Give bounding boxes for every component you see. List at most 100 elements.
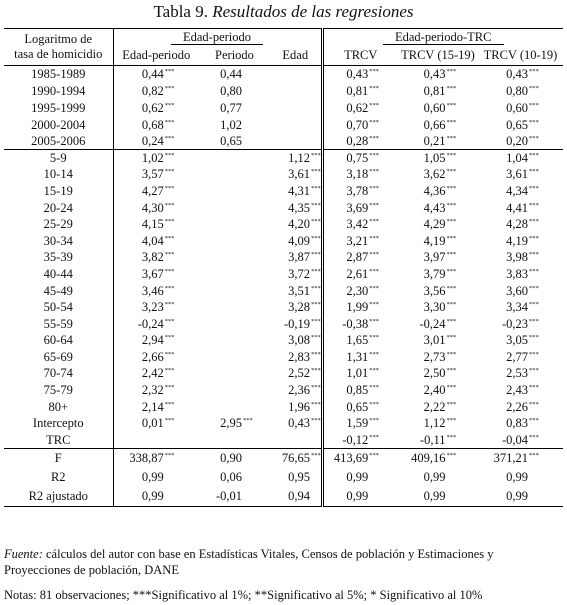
cell-value: 3,18 — [346, 167, 369, 182]
table-cell: 3,83*** — [478, 266, 563, 283]
significance-stars: *** — [529, 433, 539, 441]
table-cell — [199, 200, 270, 217]
table-cell: 4,19*** — [478, 233, 563, 250]
table-cell — [199, 183, 270, 200]
significance-stars: *** — [164, 400, 175, 408]
table-cell: 3,18*** — [320, 166, 398, 184]
significance-stars: *** — [164, 118, 175, 126]
significance-stars: *** — [446, 367, 457, 375]
table-cell: 0,82*** — [112, 83, 199, 101]
cell-value: 2,94 — [141, 333, 164, 348]
table-cell: 0,43*** — [478, 66, 563, 84]
table-cell: 0,21*** — [398, 133, 478, 150]
column-header: TRCV (10-19) — [478, 45, 563, 67]
cell-value: 4,41 — [506, 200, 528, 215]
cell-value: 0,82 — [141, 84, 164, 99]
cell-value: 413,69 — [333, 450, 369, 465]
significance-stars: *** — [446, 317, 457, 325]
table-cell: 3,62*** — [398, 167, 478, 184]
table-row: TRC -0,12*** -0,11*** -0,04*** — [4, 432, 563, 449]
table-cell: 1,02 — [199, 117, 270, 134]
table-cell: 3,34*** — [478, 299, 563, 316]
cell-value: 3,51 — [288, 283, 310, 298]
significance-stars: *** — [529, 301, 539, 309]
significance-stars: *** — [529, 334, 539, 342]
significance-stars: *** — [164, 85, 175, 93]
cell-value: 0,95 — [288, 469, 310, 484]
table-cell: 0,43*** — [270, 415, 322, 432]
cell-value: 0,99 — [423, 469, 446, 484]
table-cell: 0,80 — [199, 84, 270, 101]
significance-stars: *** — [369, 134, 379, 142]
cell-value: 0,65 — [346, 399, 369, 414]
significance-stars: *** — [311, 234, 321, 242]
table-cell: 2,61*** — [320, 266, 398, 283]
cell-value: 409,16 — [411, 450, 446, 465]
table-cell: 4,09*** — [270, 233, 322, 250]
table-cell: 0,44*** — [112, 65, 199, 84]
significance-stars: *** — [369, 267, 379, 275]
table-cell: 0,06 — [199, 468, 270, 488]
cell-value: 0,85 — [346, 383, 369, 398]
significance-stars: *** — [369, 68, 379, 76]
table-cell — [199, 382, 270, 399]
cell-value: -0,04 — [501, 432, 528, 447]
significance-stars: *** — [446, 334, 457, 342]
significance-stars: *** — [311, 334, 321, 342]
row-label: 1995-1999 — [31, 100, 86, 115]
cell-value: 0,99 — [346, 489, 369, 504]
cell-value: 0,43 — [288, 416, 310, 431]
table-row: 35-39 3,82*** 3,87*** 2,87*** 3,97*** 3,98*** — [4, 249, 563, 267]
table-cell: 0,44 — [199, 66, 270, 84]
significance-stars: *** — [369, 152, 379, 160]
significance-stars: *** — [446, 218, 457, 226]
significance-stars: *** — [164, 251, 175, 259]
cell-value: 2,61 — [346, 266, 369, 281]
significance-stars: *** — [446, 152, 457, 160]
significance-stars: *** — [311, 284, 321, 292]
cell-value: 0,68 — [141, 117, 164, 132]
table-cell: 2,30*** — [320, 282, 398, 300]
cell-value: -0,01 — [215, 489, 242, 504]
table-cell: 0,77 — [199, 100, 270, 117]
significance-stars: *** — [446, 184, 457, 192]
cell-value: 0,20 — [506, 133, 528, 148]
row-label: 65-69 — [43, 349, 73, 364]
significance-stars: *** — [164, 451, 175, 459]
table-cell: 2,14*** — [112, 398, 199, 416]
significance-stars: *** — [529, 201, 539, 209]
table-cell: 4,31*** — [270, 183, 322, 200]
cell-value: 1,65 — [346, 333, 369, 348]
table-cell — [270, 66, 322, 84]
cell-value: 4,27 — [141, 183, 164, 198]
column-header: Edad — [270, 45, 322, 67]
table-row: 1985-1989 0,44*** 0,44 0,43*** 0,43*** 0,43**… — [4, 65, 563, 84]
cell-value: 2,73 — [423, 349, 446, 364]
row-label: 10-14 — [43, 167, 73, 182]
table-cell: 3,30*** — [398, 299, 478, 316]
significance-stars: *** — [446, 68, 457, 76]
table-row: 25-29 4,15*** 4,20*** 3,42*** 4,29*** 4,28*** — [4, 216, 563, 233]
cell-value: 2,52 — [288, 366, 310, 381]
significance-stars: *** — [311, 218, 321, 226]
table-cell: 1,96*** — [270, 399, 322, 416]
table-row: 40-44 3,67*** 3,72*** 2,61*** 3,79*** 3,83*** — [4, 266, 563, 283]
table-cell: 2,43*** — [478, 382, 563, 399]
cell-value: 3,46 — [141, 283, 164, 298]
table-cell: 4,36*** — [398, 183, 478, 200]
table-cell: 0,85*** — [320, 382, 398, 399]
table-cell: 4,19*** — [398, 233, 478, 250]
significance-stars: *** — [369, 101, 379, 109]
cell-value: 2,87 — [346, 250, 369, 265]
significance-stars: *** — [369, 451, 379, 459]
significance-stars: *** — [529, 451, 539, 459]
column-header: TRCV (15-19) — [398, 45, 478, 67]
cell-value: 3,60 — [506, 283, 528, 298]
row-label: 35-39 — [43, 250, 73, 265]
significance-stars: *** — [311, 301, 321, 309]
cell-value: 2,83 — [288, 349, 310, 364]
notes: Notas: 81 observaciones; ***Significativ… — [4, 588, 483, 602]
cell-value: 3,30 — [423, 300, 446, 315]
cell-value: 1,01 — [346, 366, 369, 381]
cell-value: 371,21 — [493, 450, 528, 465]
